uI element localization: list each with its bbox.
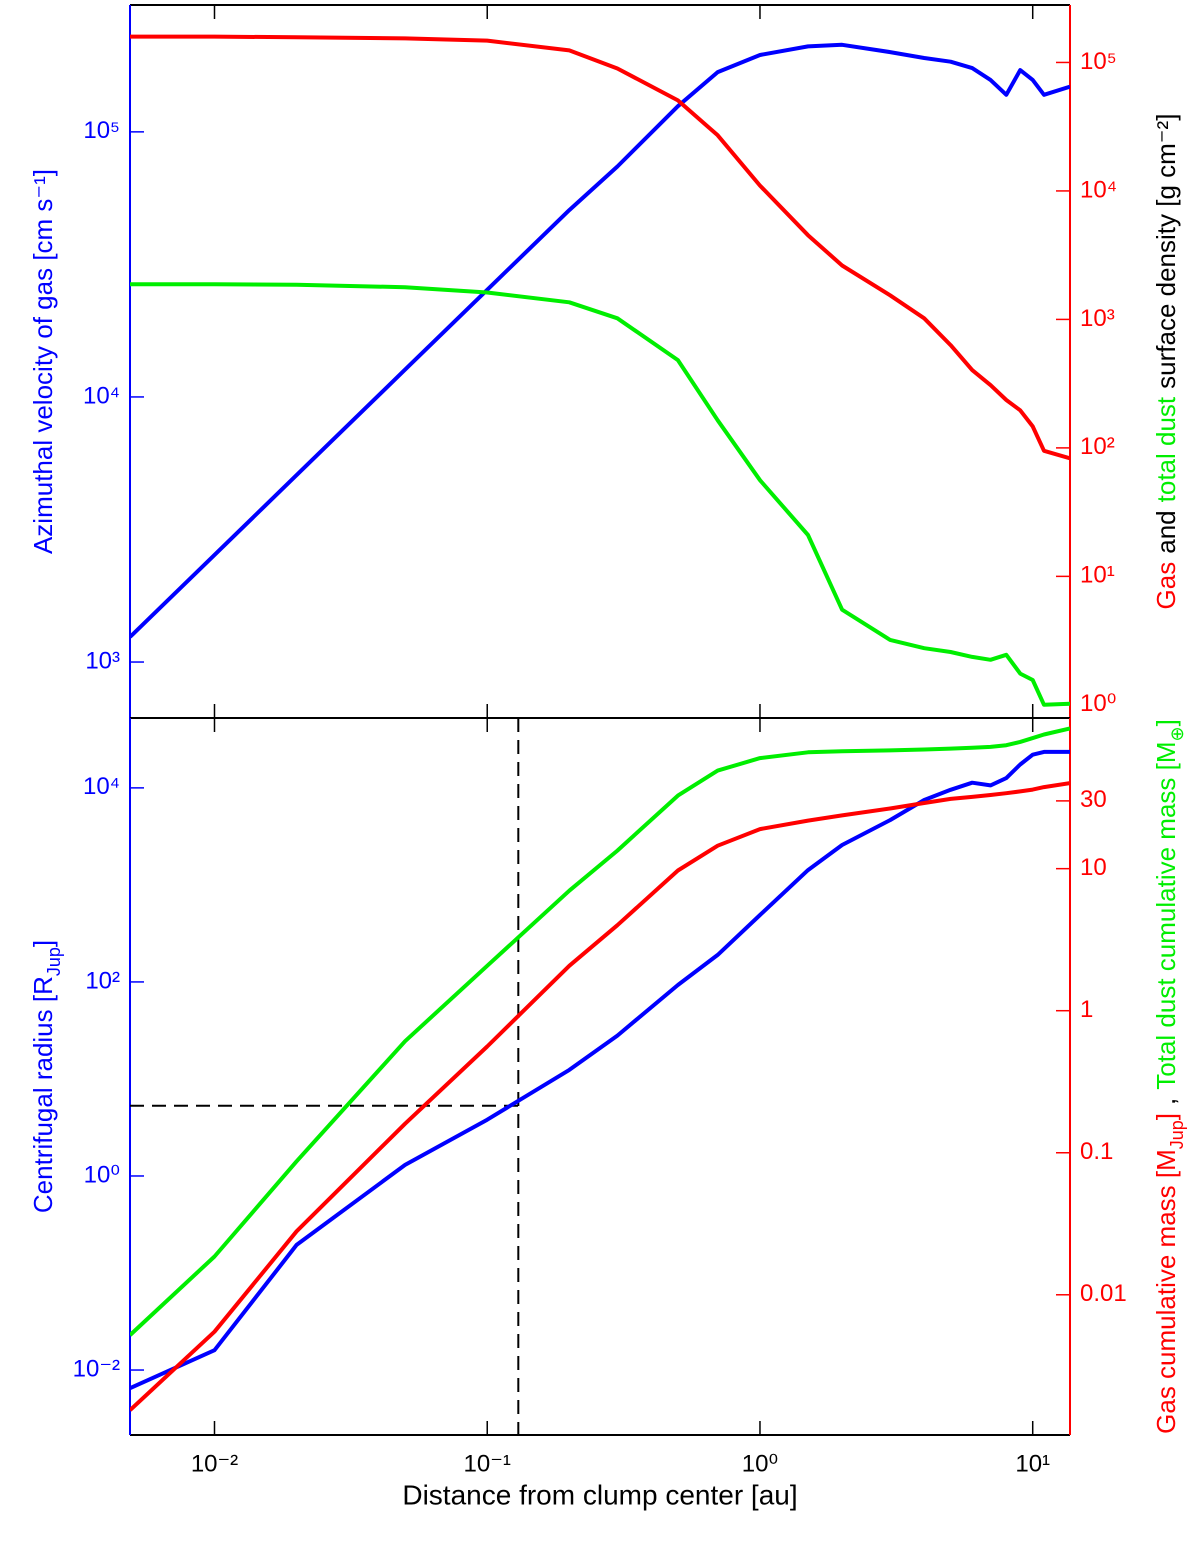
y-tick-label: 10⁻² (73, 1355, 120, 1382)
x-tick-label: 10⁻² (191, 1450, 238, 1477)
y2-axis-label: Gas and total dust surface density [g cm⁻²] (1151, 114, 1181, 610)
y-tick-label: 10³ (85, 647, 120, 674)
label-part: Centrifugal radius [R (28, 976, 58, 1213)
label-part: Gas (1151, 562, 1181, 610)
data-line (130, 34, 1070, 461)
y2-tick-label: 30 (1080, 786, 1107, 813)
label-part: ⊕ (1167, 726, 1187, 741)
data-line (130, 726, 1070, 1337)
y-tick-label: 10² (85, 967, 120, 994)
y-axis-label: Centrifugal radius [RJup] (28, 940, 64, 1213)
y2-tick-label: 10² (1080, 433, 1115, 460)
y-tick-label: 10⁵ (83, 117, 120, 144)
y-tick-label: 10⁴ (83, 773, 120, 800)
y2-tick-label: 10 (1080, 854, 1107, 881)
y2-tick-label: 10⁵ (1080, 48, 1117, 75)
label-part: ] (1151, 719, 1181, 726)
label-part: total dust (1151, 396, 1181, 502)
label-part: Total dust cumulative mass [M (1151, 741, 1181, 1089)
data-line (130, 749, 1070, 1391)
y2-axis-label: Gas cumulative mass [MJup], Total dust cu… (1151, 719, 1187, 1434)
data-line (130, 282, 1070, 707)
y-axis-label: Azimuthal velocity of gas [cm s⁻¹] (28, 169, 58, 554)
y2-tick-label: 10³ (1080, 305, 1115, 332)
x-tick-label: 10¹ (1015, 1450, 1050, 1477)
label-part: surface density [g cm⁻²] (1151, 114, 1181, 389)
label-part: ] (28, 940, 58, 947)
y2-tick-label: 10⁴ (1080, 176, 1117, 203)
label-part: , (1151, 1098, 1181, 1105)
x-tick-label: 10⁻¹ (464, 1450, 511, 1477)
x-axis-label: Distance from clump center [au] (402, 1479, 797, 1510)
y2-tick-label: 0.1 (1080, 1138, 1113, 1165)
y2-tick-label: 0.01 (1080, 1280, 1127, 1307)
label-part: Jup (44, 947, 64, 976)
y2-tick-label: 10⁰ (1080, 690, 1116, 717)
y2-tick-label: 10¹ (1080, 562, 1115, 589)
label-part: Jup (1167, 1120, 1187, 1149)
data-line (130, 42, 1070, 639)
x-tick-label: 10⁰ (742, 1450, 778, 1477)
data-line (130, 781, 1070, 1412)
label-part: ] (1151, 1113, 1181, 1120)
label-part: and (1151, 510, 1181, 553)
label-part: Gas cumulative mass [M (1151, 1149, 1181, 1434)
y-tick-label: 10⁰ (84, 1161, 120, 1188)
y2-tick-label: 1 (1080, 996, 1093, 1023)
y-tick-label: 10⁴ (83, 382, 120, 409)
